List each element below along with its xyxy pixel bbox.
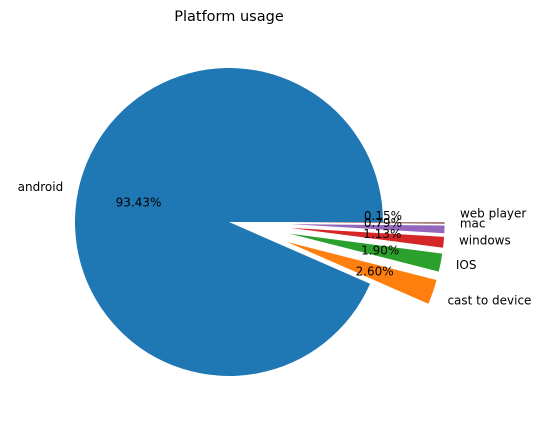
slice-label-cast-to-device: cast to device [447, 294, 531, 308]
pie-slice-mac [290, 224, 445, 234]
slice-pct-windows: 1.13% [363, 227, 401, 241]
pie-labels: android 93.43% cast to device 2.60% IOS 1.90%… [18, 180, 532, 308]
chart-title: Platform usage [174, 9, 284, 25]
pie-slice-web-player [290, 222, 445, 224]
slice-label-windows: windows [459, 233, 511, 247]
slice-pct-mac: 0.79% [364, 216, 402, 230]
slice-pct-android: 93.43% [116, 196, 162, 210]
slice-pct-cast-to-device: 2.60% [356, 265, 394, 279]
slice-pct-web-player: 0.15% [364, 209, 402, 223]
slice-label-mac: mac [460, 216, 486, 230]
pie-slice-cast-to-device [287, 242, 437, 304]
slice-pct-ios: 1.90% [361, 244, 399, 258]
pie-slice-windows [290, 227, 445, 248]
slice-label-android: android [18, 180, 64, 194]
pie-slice-ios [289, 233, 443, 272]
slice-label-web-player: web player [460, 207, 526, 221]
pie-slices [75, 67, 445, 377]
pie-slice-android [75, 67, 384, 377]
slice-label-ios: IOS [456, 258, 477, 272]
